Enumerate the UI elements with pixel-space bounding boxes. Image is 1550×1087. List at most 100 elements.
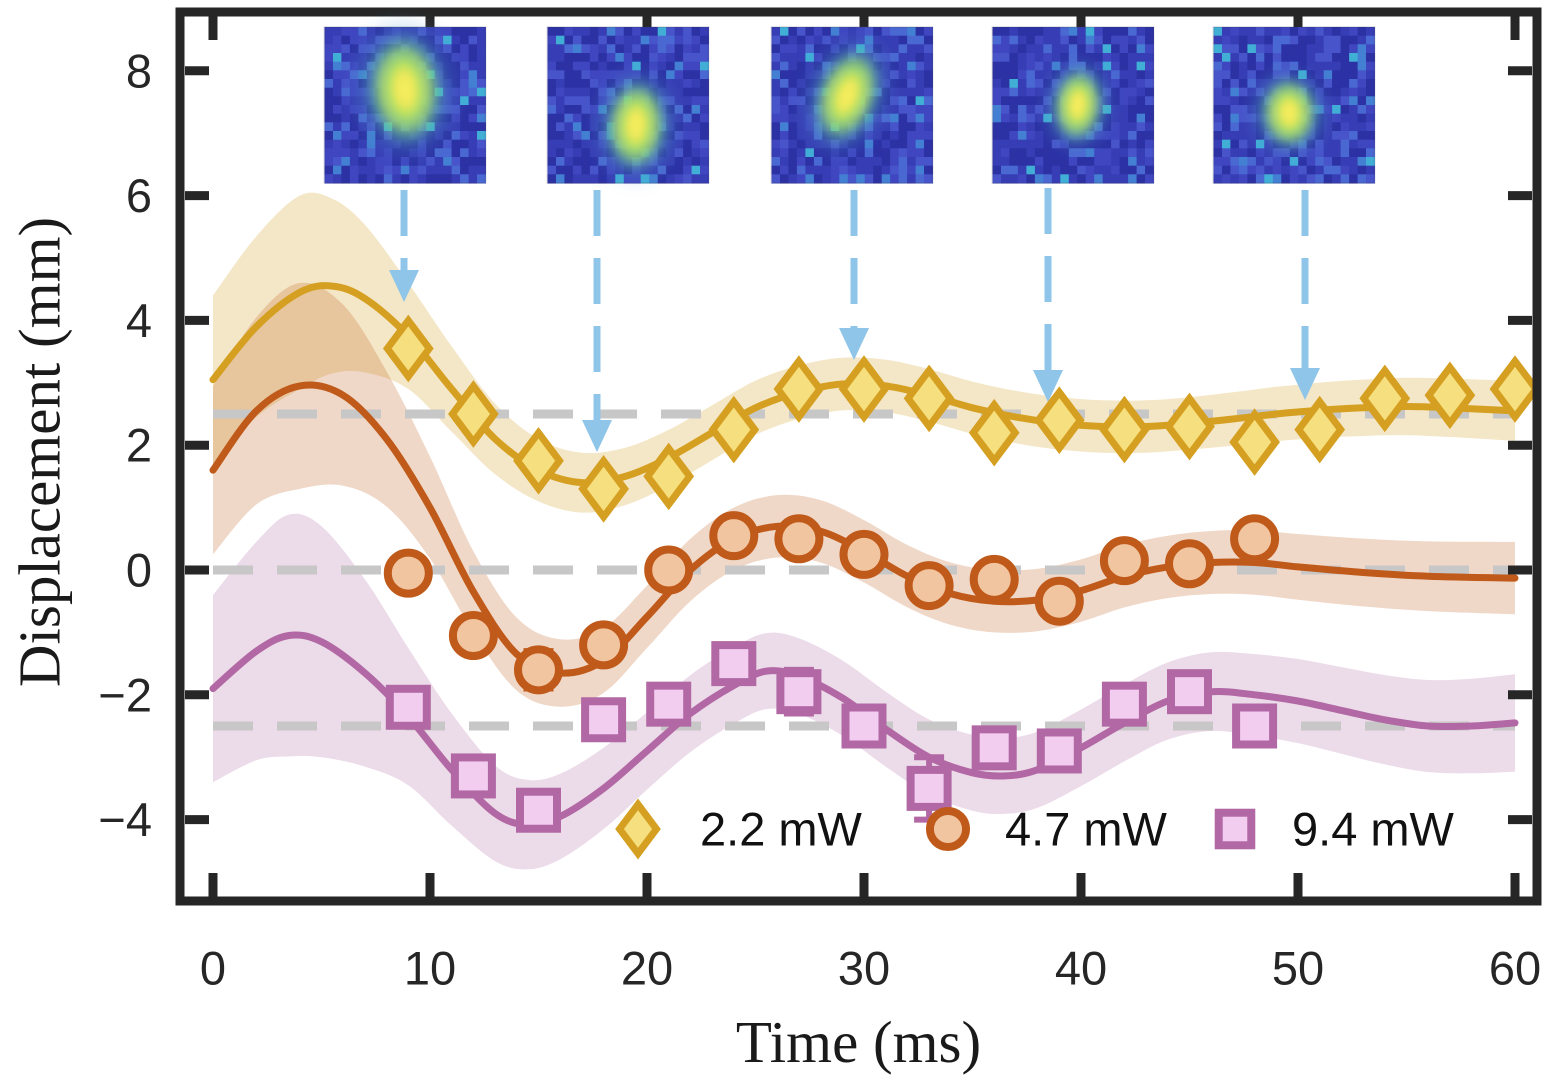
heat-cell (796, 35, 806, 45)
heat-cell (915, 61, 925, 71)
heat-cell (700, 131, 709, 141)
heat-cell (1306, 157, 1316, 167)
heat-cell (1366, 53, 1375, 63)
heat-cell (992, 148, 1002, 158)
heat-cell (992, 79, 1002, 89)
heat-cell (1094, 157, 1104, 167)
data-point (1164, 392, 1215, 461)
heat-cell (547, 53, 557, 63)
heat-cell (572, 70, 582, 80)
heat-cell (443, 27, 453, 37)
heat-cell (1357, 96, 1367, 106)
heat-cell (1017, 27, 1027, 37)
heat-cell (1366, 122, 1375, 132)
data-point (1099, 395, 1150, 464)
heat-cell (1264, 165, 1274, 175)
heat-cell (1332, 122, 1342, 132)
heat-cell (468, 35, 478, 45)
heat-cell (581, 139, 591, 149)
heat-cell (1238, 131, 1248, 141)
heat-cell (1034, 27, 1044, 37)
heat-cell (1272, 53, 1282, 63)
heat-cell (771, 148, 781, 158)
heat-cell (1128, 35, 1138, 45)
heat-cell (1357, 27, 1367, 37)
heat-cell (468, 61, 478, 71)
heat-cell (556, 87, 565, 97)
heat-cell (691, 122, 701, 132)
legend-label: 9.4 mW (1292, 803, 1455, 856)
heat-cell (873, 174, 883, 184)
heat-cell (1306, 53, 1316, 63)
heat-cell (556, 96, 565, 106)
heat-cell (683, 165, 693, 175)
heat-cell (1001, 139, 1010, 149)
heat-cell (460, 53, 470, 63)
heat-cell (992, 27, 1002, 37)
heat-cell (324, 105, 334, 115)
heat-cell (1366, 148, 1375, 158)
heat-cell (771, 131, 781, 141)
heat-cell (1145, 148, 1154, 158)
heat-cell (1128, 113, 1138, 123)
heat-cell (1043, 157, 1053, 167)
marker-diamond (903, 364, 955, 433)
heat-cell (1145, 157, 1154, 167)
data-point (903, 364, 955, 433)
blob-core (616, 91, 656, 160)
heat-cell (564, 165, 574, 175)
heat-cell (1026, 165, 1036, 175)
heat-cell (556, 79, 565, 89)
heat-cell (581, 165, 591, 175)
heat-cell (1145, 79, 1154, 89)
heat-cell (547, 96, 557, 106)
heat-cell (1145, 61, 1154, 71)
heat-cell (771, 139, 781, 149)
heat-cell (1323, 35, 1333, 45)
heat-cell (1068, 157, 1078, 167)
y-tick-label-4: 4 (126, 294, 152, 347)
marker-square (1101, 681, 1147, 727)
heat-cell (1119, 148, 1129, 158)
heat-cell (1034, 61, 1044, 71)
heat-cell (1247, 165, 1257, 175)
heat-cell (640, 35, 650, 45)
heat-cell (1315, 165, 1325, 175)
annotation-arrow-4 (1033, 188, 1063, 402)
heat-cell (1017, 105, 1027, 115)
heat-cell (409, 165, 419, 175)
heat-cell (451, 139, 461, 149)
heat-cell (780, 44, 789, 54)
heat-cell (1001, 96, 1010, 106)
heat-cell (674, 53, 684, 63)
heat-cell (907, 87, 917, 97)
heat-cell (572, 165, 582, 175)
heat-cell (477, 157, 486, 167)
heat-cell (780, 35, 789, 45)
heat-cell (1111, 157, 1121, 167)
heat-cell (788, 70, 798, 80)
marker-diamond (773, 355, 825, 423)
data-point (968, 398, 1020, 467)
heat-cell (1136, 105, 1146, 115)
heat-cell (924, 148, 933, 158)
heat-cell (1111, 139, 1121, 149)
heat-cell (383, 165, 393, 175)
heat-cell (1222, 122, 1231, 132)
heat-cell (606, 27, 616, 37)
heat-cell (358, 165, 368, 175)
heat-cell (477, 35, 486, 45)
heat-cell (564, 113, 574, 123)
heat-cell (564, 70, 574, 80)
heat-cell (915, 105, 925, 115)
heat-cell (1340, 35, 1350, 45)
heat-cell (1306, 44, 1316, 54)
marker-circle (709, 511, 759, 561)
heat-cell (1128, 165, 1138, 175)
heat-cell (564, 96, 574, 106)
heat-cell (1111, 148, 1121, 158)
heat-cell (1247, 27, 1257, 37)
heat-cell (915, 131, 925, 141)
heat-cell (1026, 53, 1036, 63)
heat-cell (924, 79, 933, 89)
